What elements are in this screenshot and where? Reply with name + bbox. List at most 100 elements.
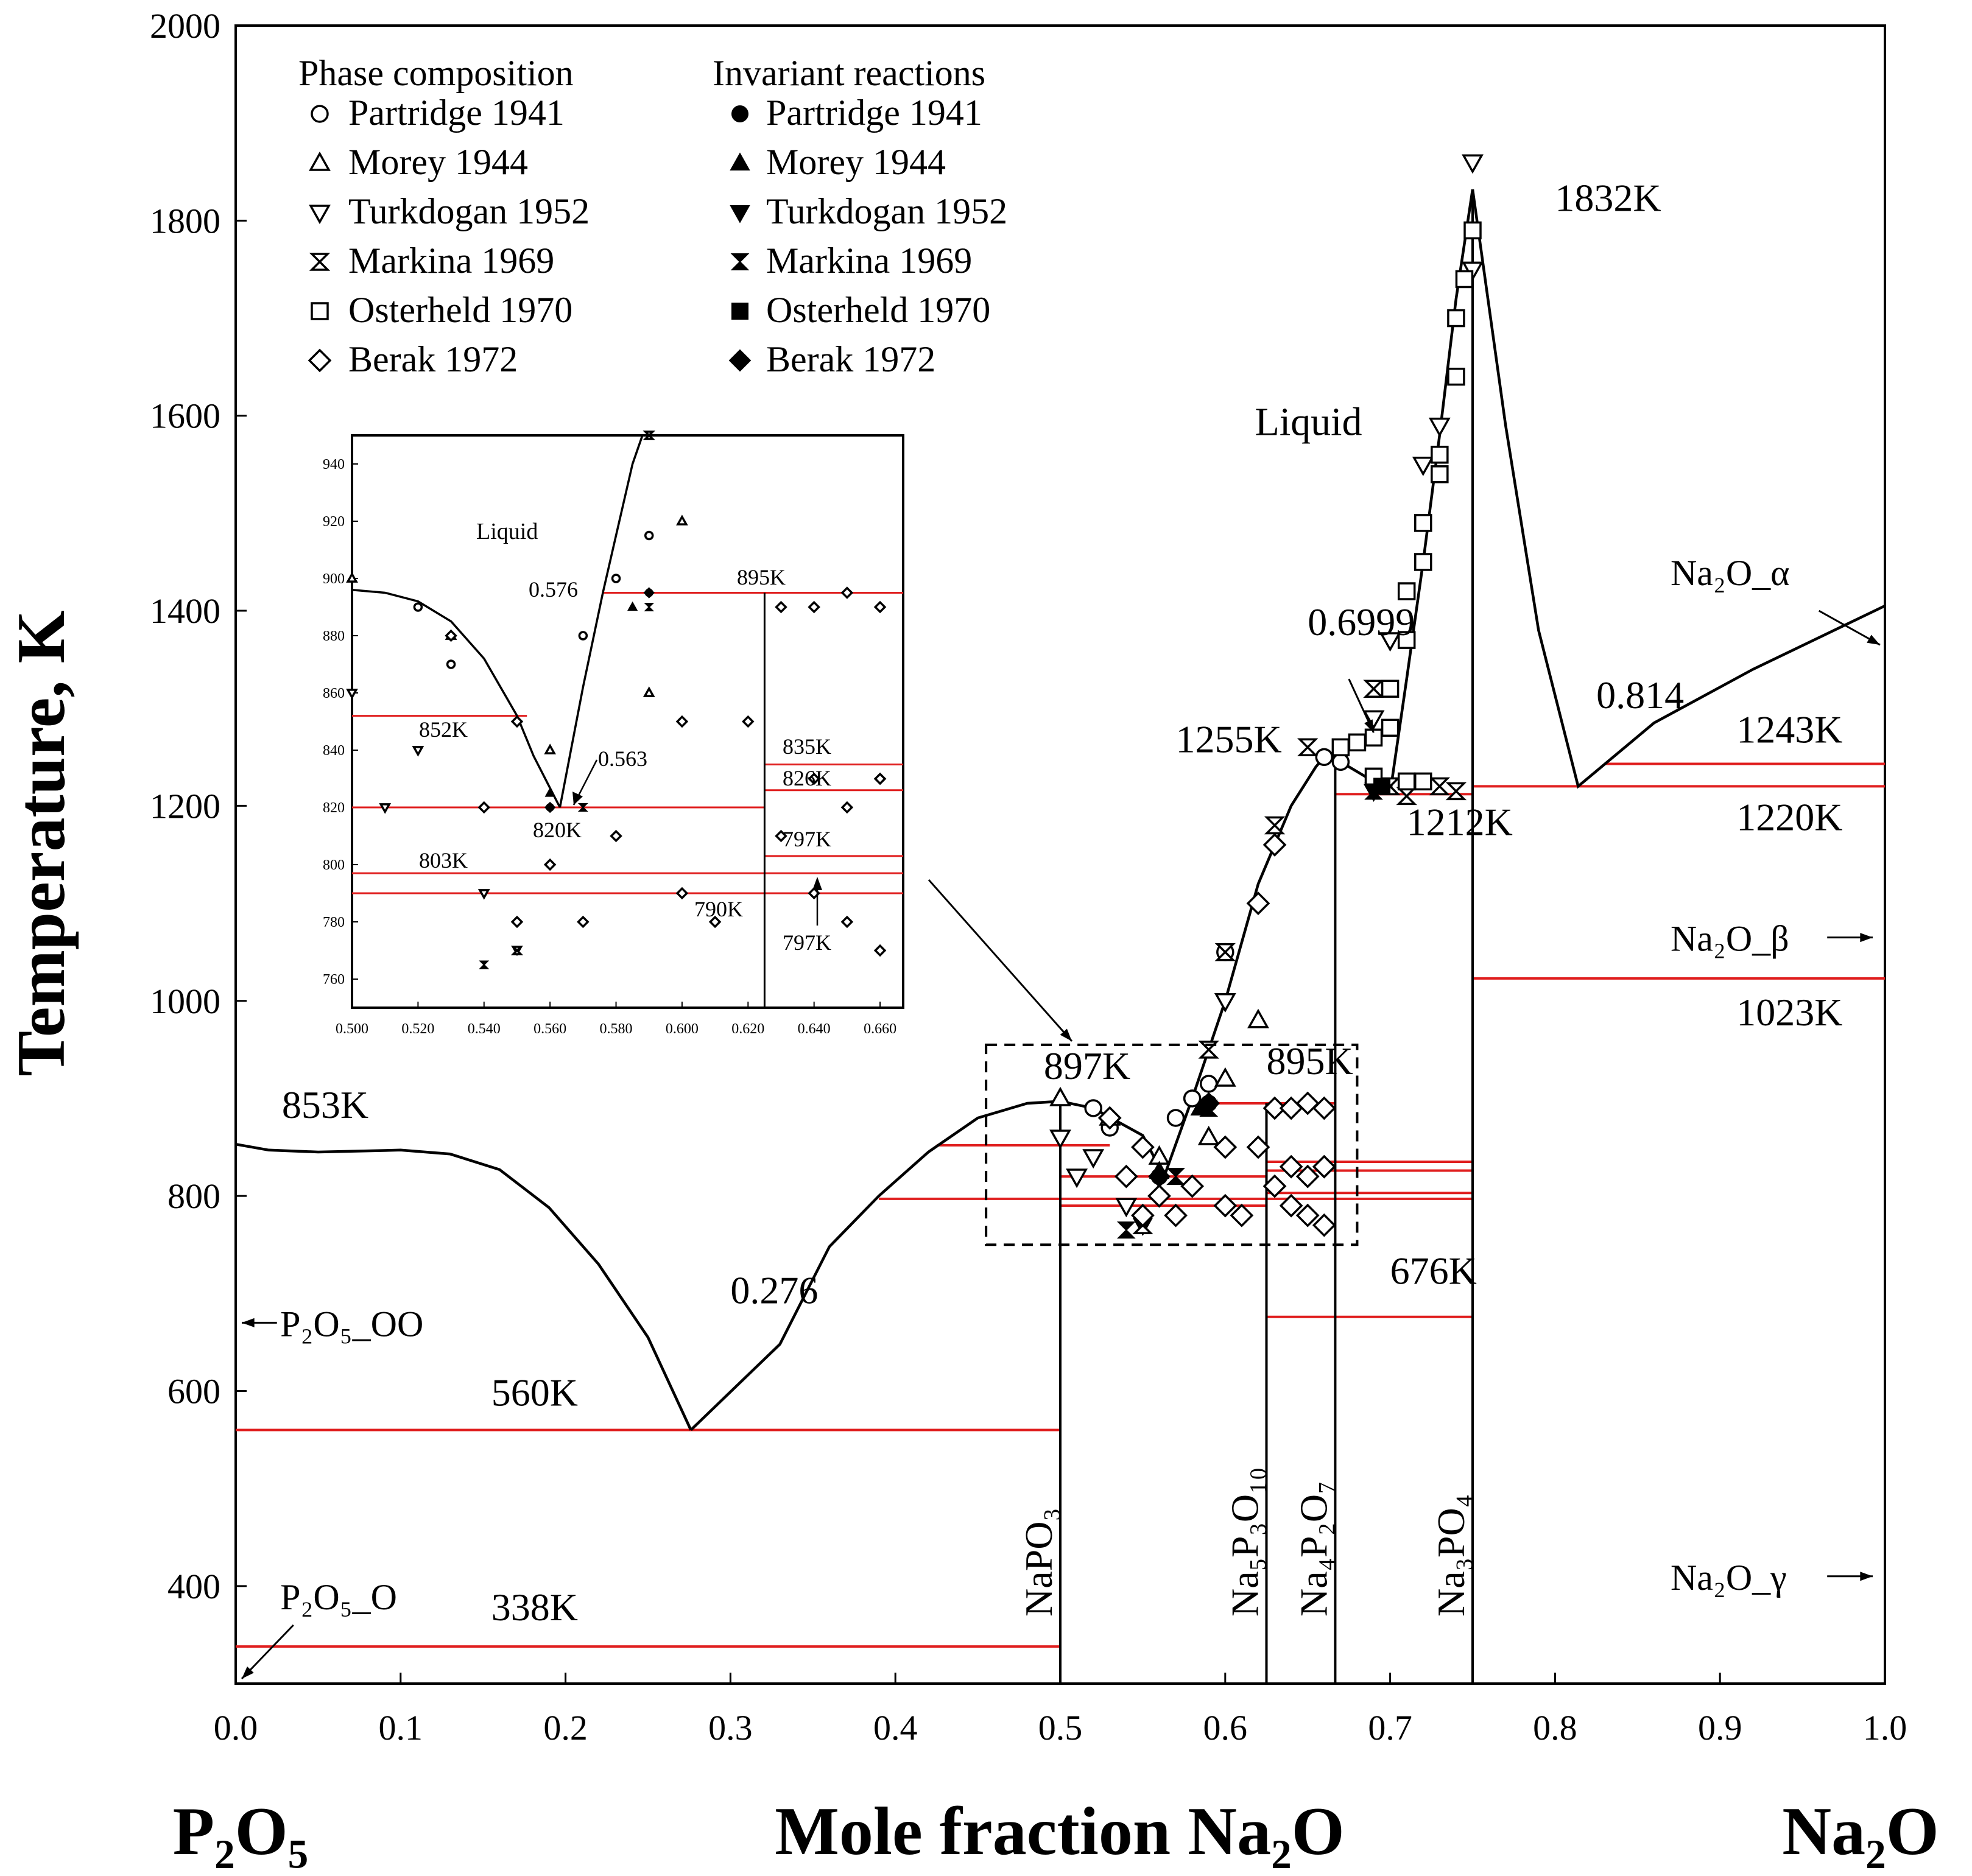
- legend-marker-filled-morey-1944: [730, 152, 750, 171]
- inset-x-tick-label-0-580: 0.580: [600, 1021, 633, 1037]
- inset-point-berak-1972-1: [477, 801, 491, 814]
- right-component-label: Na₂O: [1782, 1794, 1939, 1869]
- x-tick-label-0-7: 0.7: [1368, 1708, 1412, 1748]
- point-osterheld-1970-0: [1331, 738, 1350, 757]
- legend-label-invariant-berak-1972: Berak 1972: [766, 339, 935, 379]
- inset-point-berak-1972-18: [840, 801, 854, 814]
- point-berak-1972-6: [1180, 1174, 1205, 1198]
- inset-x-tick-label-0-600: 0.600: [666, 1021, 699, 1037]
- legend-title-composition: Phase composition: [298, 53, 574, 93]
- point-berak-1972-23: [1246, 1135, 1270, 1159]
- arrow-na2o-alpha-head: [1867, 634, 1880, 645]
- point-berak-1972-21: [1295, 1203, 1320, 1228]
- phase-label-p-o-oo: P₂O₅_OO: [280, 1304, 423, 1344]
- inset-arrow-0-563-head: [572, 792, 583, 805]
- point-berak-1972-10: [1246, 891, 1270, 915]
- x-tick-label-1-0: 1.0: [1863, 1708, 1907, 1748]
- point-osterheld-1970-7: [1414, 553, 1432, 571]
- point-berak-1972-0: [1097, 1106, 1122, 1130]
- inset-plot-layer: 0.500 0.520 0.540 0.560 0.580 0.600 0.620 0.640…: [323, 430, 904, 1037]
- point-berak-1972-20: [1279, 1193, 1303, 1218]
- inset-x-tick-label-0-620: 0.620: [731, 1021, 764, 1037]
- inset-y-tick-label-940: 940: [323, 457, 345, 473]
- inset-point-berak-1972-23: [742, 715, 755, 728]
- annotation-853k: 853K: [282, 1083, 368, 1126]
- x-tick-label-0-9: 0.9: [1698, 1708, 1742, 1748]
- inset-y-tick-label-780: 780: [323, 915, 345, 930]
- inset-point-berak-1972-13: [840, 586, 854, 599]
- left-component-label: P₂O₅: [173, 1794, 309, 1869]
- inset-y-tick-label-760: 760: [323, 972, 345, 988]
- point-turkdogan-1952-0: [1049, 1129, 1071, 1150]
- inset-point-morey-1944-0: [346, 572, 358, 583]
- point-osterheld-1970-11: [1447, 367, 1465, 386]
- inset-point-berak-1972-12: [808, 600, 820, 614]
- annotation-liquid: Liquid: [1255, 400, 1362, 444]
- annotation-1212k: 1212K: [1407, 800, 1513, 843]
- point-osterheld-1970-13: [1455, 270, 1474, 289]
- point-osterheld-1970-8: [1414, 514, 1432, 532]
- inset-point-partridge-1941-1: [446, 659, 456, 669]
- point-turkdogan-1952-1: [1066, 1168, 1088, 1189]
- point-markina-1969-5: [1363, 680, 1384, 698]
- legend-label-invariant-turkdogan-1952: Turkdogan 1952: [766, 191, 1007, 231]
- inset-label-0-563-3: 0.563: [598, 747, 647, 771]
- inset-invariant-point-markina-1969-0: [479, 960, 490, 969]
- y-tick-label-1800: 1800: [150, 201, 220, 241]
- inset-point-berak-1972-14: [873, 600, 887, 614]
- annotation-0-6999: 0.6999: [1308, 600, 1415, 644]
- point-partridge-1941-6: [1315, 748, 1334, 767]
- y-tick-label-2000: 2000: [150, 6, 220, 46]
- point-markina-1969-4: [1297, 738, 1319, 757]
- inset-point-berak-1972-19: [873, 772, 887, 785]
- arrow-inset-to-box: [928, 879, 1073, 1042]
- phase-label-na-o: Na₂O_γ: [1671, 1558, 1787, 1598]
- point-osterheld-1970-1: [1348, 733, 1367, 752]
- point-partridge-1941-0: [1084, 1099, 1102, 1117]
- inset-y-tick-label-900: 900: [323, 571, 345, 587]
- x-tick-label-0-5: 0.5: [1038, 1708, 1083, 1748]
- inset-label-820k-6: 820K: [533, 818, 582, 842]
- legend-marker-open-markina-1969: [309, 253, 331, 271]
- legend-label-composition-turkdogan-1952: Turkdogan 1952: [348, 191, 590, 231]
- inset-point-turkdogan-1952-3: [477, 889, 490, 900]
- point-partridge-1941-2: [1166, 1109, 1185, 1127]
- compound-label-na4p2o7: Na₄P₂O₇: [1292, 1481, 1335, 1617]
- inset-label-0-576-0: 0.576: [529, 577, 578, 602]
- inset-y-tick-label-840: 840: [323, 743, 345, 759]
- point-turkdogan-1952-2: [1082, 1149, 1105, 1169]
- invariant-point-markina-1969-0: [1116, 1221, 1136, 1239]
- point-osterheld-1970-10: [1431, 465, 1449, 483]
- inset-label-803k-7: 803K: [419, 848, 468, 873]
- inset-x-tick-label-0-560: 0.560: [533, 1021, 566, 1037]
- inset-point-berak-1972-22: [873, 944, 887, 957]
- inset-point-berak-1972-11: [775, 600, 787, 614]
- point-morey-1944-4: [1214, 1067, 1236, 1087]
- main-plot-layer: 0.0 0.1 0.2 0.3 0.4 0.5 0.6 0.7 0.8 0.9 1.0 400 600 8…: [150, 6, 1907, 1748]
- invariant-point-osterheld-1970-0: [1373, 778, 1391, 795]
- annotation-1832k: 1832K: [1555, 176, 1661, 219]
- point-berak-1972-19: [1312, 1154, 1336, 1179]
- inset-x-tick-label-0-520: 0.520: [401, 1021, 434, 1037]
- point-berak-1972-5: [1164, 1203, 1188, 1228]
- annotation-0-276: 0.276: [730, 1268, 818, 1312]
- inset-point-markina-1969-0: [510, 946, 524, 955]
- inset-point-berak-1972-7: [675, 887, 689, 900]
- legend-label-composition-markina-1969: Markina 1969: [348, 241, 554, 281]
- inset-point-turkdogan-1952-0: [346, 689, 358, 700]
- point-turkdogan-1952-6: [1379, 632, 1401, 652]
- inset-liquidus-1: [558, 435, 644, 808]
- point-morey-1944-0: [1049, 1086, 1071, 1106]
- y-tick-label-1200: 1200: [150, 786, 220, 826]
- inset-y-tick-label-880: 880: [323, 628, 345, 644]
- legend-marker-filled-osterheld-1970: [731, 303, 748, 320]
- point-turkdogan-1952-4: [1214, 992, 1236, 1013]
- inset-point-markina-1969-1: [643, 430, 655, 440]
- inset-point-berak-1972-9: [708, 915, 722, 929]
- point-morey-1944-3: [1197, 1125, 1220, 1145]
- inset-point-berak-1972-4: [543, 858, 557, 871]
- point-osterheld-1970-5: [1397, 631, 1416, 649]
- y-axis-title: Temperature, K: [4, 610, 79, 1076]
- legend-marker-filled-turkdogan-1952: [730, 205, 750, 223]
- legend-marker-filled-berak-1972: [728, 349, 752, 372]
